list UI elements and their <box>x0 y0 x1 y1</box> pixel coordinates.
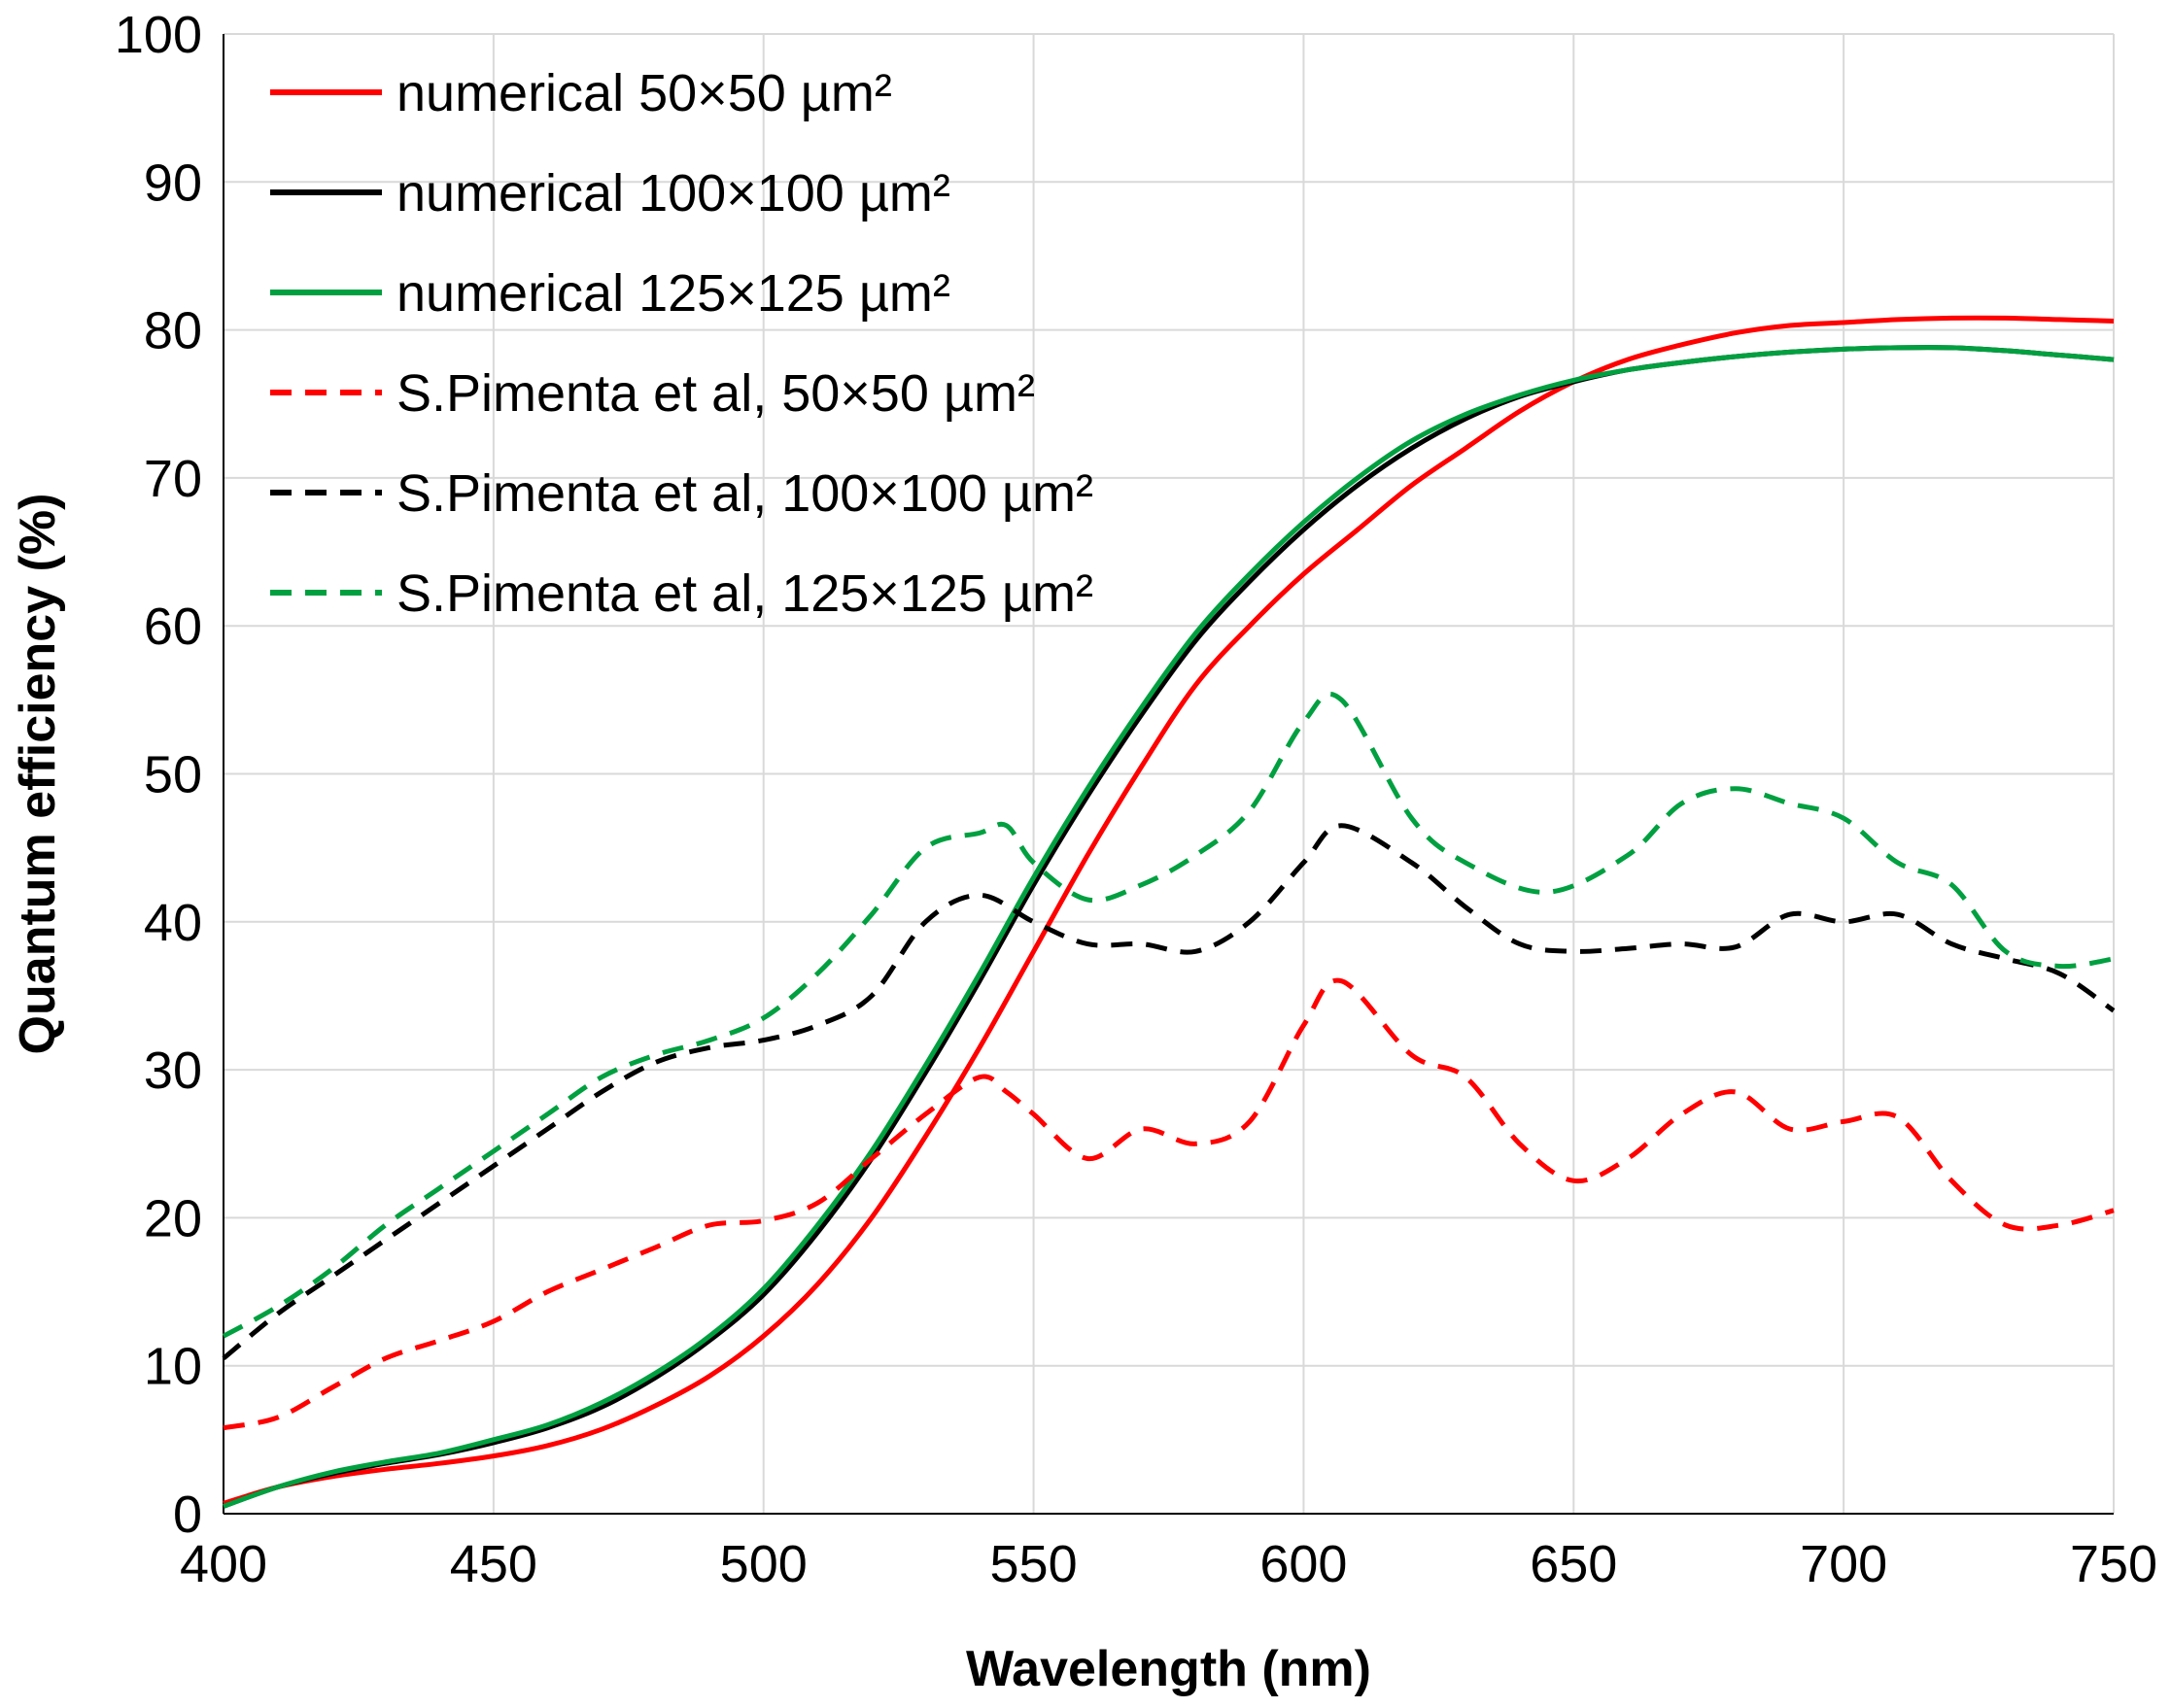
x-tick-label: 750 <box>2070 1535 2157 1593</box>
y-tick-label: 90 <box>144 154 202 212</box>
series-lines <box>222 315 2116 1509</box>
legend-label: S.Pimenta et al, 100×100 µm² <box>396 464 1093 523</box>
x-axis-title: Wavelength (nm) <box>966 1641 1371 1697</box>
legend-label: numerical 100×100 µm² <box>396 164 950 222</box>
y-tick-label: 40 <box>144 894 202 952</box>
axes <box>223 34 2114 1515</box>
x-tick-label: 500 <box>720 1535 808 1593</box>
gridlines <box>224 33 2115 1514</box>
legend-label: numerical 50×50 µm² <box>396 64 892 122</box>
legend-label: S.Pimenta et al, 125×125 µm² <box>396 564 1093 623</box>
x-tick-label: 700 <box>1800 1535 1887 1593</box>
legend-label: numerical 125×125 µm² <box>396 264 950 323</box>
y-tick-labels: 0 10 20 30 40 50 60 70 80 90 100 <box>115 6 202 1544</box>
y-tick-label: 70 <box>144 450 202 508</box>
y-tick-label: 80 <box>144 302 202 360</box>
x-tick-label: 550 <box>990 1535 1078 1593</box>
y-tick-label: 10 <box>144 1338 202 1396</box>
series-line-numerical-50-50-m <box>223 315 2115 1506</box>
legend-label: S.Pimenta et al, 50×50 µm² <box>396 364 1035 423</box>
y-tick-label: 30 <box>144 1042 202 1100</box>
y-tick-label: 50 <box>144 746 202 804</box>
x-tick-label: 400 <box>180 1535 267 1593</box>
y-tick-label: 20 <box>144 1189 202 1247</box>
series-line-s-pimenta-et-al-100-100-m <box>222 823 2116 1361</box>
series-line-s-pimenta-et-al-50-50-m <box>223 977 2115 1431</box>
legend: numerical 50×50 µm² numerical 100×100 µm²… <box>270 64 1093 623</box>
series-line-s-pimenta-et-al-125-125-m <box>222 691 2115 1339</box>
x-tick-label: 600 <box>1259 1535 1347 1593</box>
x-tick-label: 450 <box>450 1535 537 1593</box>
y-tick-label: 60 <box>144 598 202 656</box>
y-tick-label: 0 <box>173 1486 202 1544</box>
x-tick-labels: 400 450 500 550 600 650 700 750 <box>180 1535 2157 1593</box>
y-axis-title: Quantum efficiency (%) <box>10 494 66 1055</box>
series-line-numerical-125-125-m <box>223 345 2115 1509</box>
y-tick-label: 100 <box>115 6 202 64</box>
x-tick-label: 650 <box>1530 1535 1617 1593</box>
